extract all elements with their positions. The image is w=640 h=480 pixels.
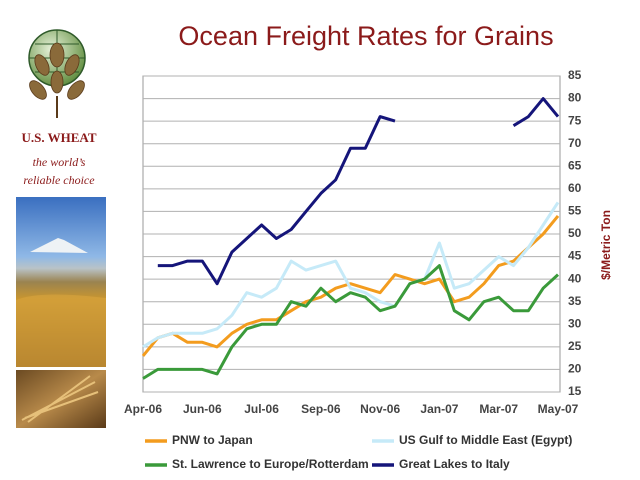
- y-tick-label: 40: [568, 271, 582, 285]
- legend-label: St. Lawrence to Europe/Rotterdam: [172, 457, 369, 471]
- x-tick-label: Jul-06: [244, 402, 279, 416]
- brand-tagline: reliable choice: [23, 173, 95, 187]
- x-tick-label: Jun-06: [183, 402, 222, 416]
- legend-label: Great Lakes to Italy: [399, 457, 510, 471]
- logo: [28, 29, 86, 118]
- y-tick-label: 20: [568, 362, 582, 376]
- legend-label: PNW to Japan: [172, 433, 253, 447]
- y-tick-label: 45: [568, 249, 582, 263]
- brand-tagline: the world’s: [33, 155, 86, 169]
- y-tick-label: 15: [568, 384, 582, 398]
- y-tick-label: 50: [568, 226, 582, 240]
- series-line: [141, 214, 560, 357]
- legend-label: US Gulf to Middle East (Egypt): [399, 433, 572, 447]
- x-tick-label: Nov-06: [360, 402, 400, 416]
- y-tick-label: 25: [568, 339, 582, 353]
- y-tick-label: 30: [568, 316, 582, 330]
- x-tick-label: May-07: [538, 402, 579, 416]
- brand-name: U.S. WHEAT: [21, 130, 96, 145]
- y-tick-label: 55: [568, 204, 582, 218]
- y-tick-label: 35: [568, 294, 582, 308]
- series-line: [142, 264, 560, 380]
- y-tick-label: 80: [568, 91, 582, 105]
- x-tick-label: Mar-07: [479, 402, 518, 416]
- x-tick-label: Sep-06: [301, 402, 341, 416]
- y-tick-label: 65: [568, 158, 582, 172]
- chart-title: Ocean Freight Rates for Grains: [178, 21, 553, 51]
- series-line: [157, 97, 560, 286]
- y-tick-label: 70: [568, 136, 582, 150]
- y-tick-label: 75: [568, 113, 582, 127]
- series-line: [142, 201, 560, 349]
- y-axis-label: $/Metric Ton: [599, 210, 613, 280]
- x-tick-label: Apr-06: [124, 402, 162, 416]
- y-tick-label: 60: [568, 181, 582, 195]
- x-tick-label: Jan-07: [420, 402, 458, 416]
- y-tick-label: 85: [568, 68, 582, 82]
- photo: [16, 197, 106, 428]
